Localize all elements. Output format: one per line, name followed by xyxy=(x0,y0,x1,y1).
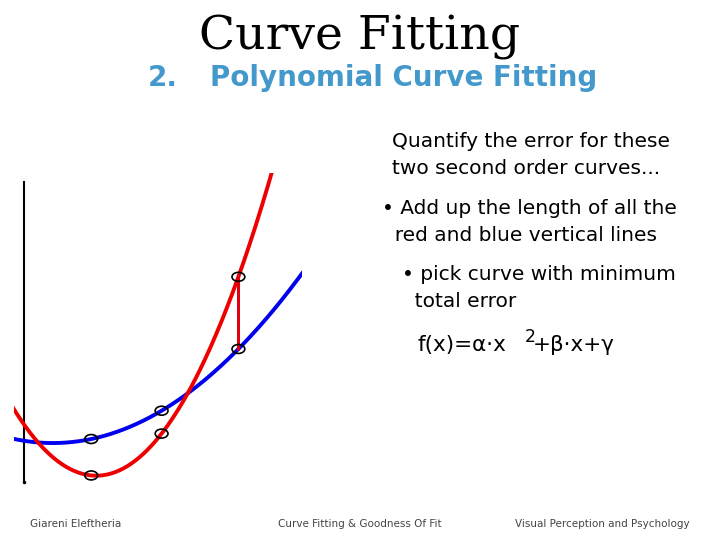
Text: Curve Fitting: Curve Fitting xyxy=(199,15,521,59)
Text: f(x)=α·x: f(x)=α·x xyxy=(417,335,506,355)
Text: 2: 2 xyxy=(525,328,536,346)
Text: Polynomial Curve Fitting: Polynomial Curve Fitting xyxy=(210,64,598,92)
Text: Quantify the error for these
two second order curves...: Quantify the error for these two second … xyxy=(392,132,670,178)
Text: • Add up the length of all the
  red and blue vertical lines: • Add up the length of all the red and b… xyxy=(382,199,677,245)
Text: • pick curve with minimum
  total error: • pick curve with minimum total error xyxy=(402,265,676,311)
Text: Giareni Eleftheria: Giareni Eleftheria xyxy=(30,519,121,529)
Text: Visual Perception and Psychology: Visual Perception and Psychology xyxy=(516,519,690,529)
Text: +β·x+γ: +β·x+γ xyxy=(533,335,615,355)
Text: 2.: 2. xyxy=(148,64,178,92)
Text: Curve Fitting & Goodness Of Fit: Curve Fitting & Goodness Of Fit xyxy=(278,519,442,529)
